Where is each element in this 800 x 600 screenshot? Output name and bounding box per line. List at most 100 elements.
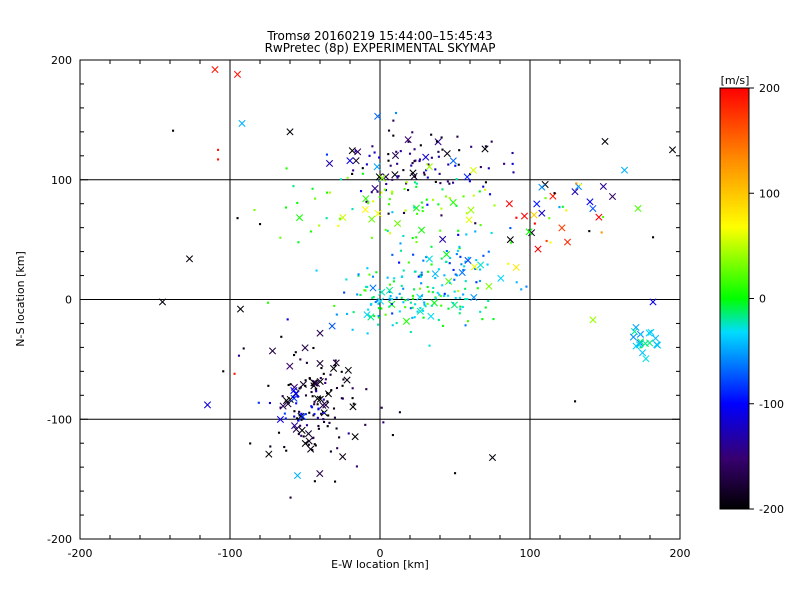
velocity-cross-marker xyxy=(445,277,453,285)
velocity-dot-marker xyxy=(304,394,308,397)
velocity-dot-marker xyxy=(364,423,367,426)
velocity-dot-marker xyxy=(411,236,414,240)
velocity-cross-marker xyxy=(301,439,309,448)
velocity-dot-marker xyxy=(408,152,412,155)
velocity-dot-marker xyxy=(458,247,461,250)
velocity-dot-marker xyxy=(484,188,487,191)
velocity-dot-marker xyxy=(426,302,429,305)
velocity-cross-marker xyxy=(292,425,300,433)
velocity-dot-marker xyxy=(464,280,467,283)
velocity-dot-marker xyxy=(387,153,390,156)
velocity-dot-marker xyxy=(402,169,405,172)
velocity-dot-marker xyxy=(411,306,414,309)
velocity-cross-marker xyxy=(343,376,351,384)
velocity-dot-marker xyxy=(296,201,299,204)
velocity-dot-marker xyxy=(249,442,252,445)
velocity-dot-marker xyxy=(391,253,394,256)
velocity-dot-marker xyxy=(352,169,355,172)
velocity-dot-marker xyxy=(398,310,401,313)
velocity-cross-marker xyxy=(485,282,493,290)
velocity-dot-marker xyxy=(314,197,317,200)
velocity-cross-marker xyxy=(282,397,291,405)
velocity-dot-marker xyxy=(338,436,341,439)
velocity-dot-marker xyxy=(565,209,568,212)
velocity-dot-marker xyxy=(418,287,422,290)
velocity-dot-marker xyxy=(322,411,326,415)
velocity-dot-marker xyxy=(440,136,443,139)
velocity-dot-marker xyxy=(388,198,391,201)
velocity-dot-marker xyxy=(334,359,337,362)
velocity-dot-marker xyxy=(447,163,450,166)
velocity-cross-marker xyxy=(361,206,369,214)
velocity-dot-marker xyxy=(425,169,428,172)
velocity-dot-marker xyxy=(293,353,296,357)
velocity-dot-marker xyxy=(334,364,337,367)
velocity-cross-marker xyxy=(586,198,594,206)
velocity-dot-marker xyxy=(380,191,383,194)
velocity-cross-marker xyxy=(481,145,489,153)
velocity-cross-marker xyxy=(629,333,637,341)
velocity-dot-marker xyxy=(414,159,417,162)
velocity-dot-marker xyxy=(512,171,515,174)
velocity-dot-marker xyxy=(422,316,425,319)
velocity-cross-marker xyxy=(346,157,354,165)
velocity-dot-marker xyxy=(544,197,547,200)
velocity-dot-marker xyxy=(297,433,300,436)
velocity-cross-marker xyxy=(374,112,382,120)
velocity-dot-marker xyxy=(267,301,270,304)
velocity-dot-marker xyxy=(479,268,482,271)
velocity-dot-marker xyxy=(292,185,295,188)
velocity-dot-marker xyxy=(341,384,344,387)
velocity-dot-marker xyxy=(414,270,417,273)
velocity-dot-marker xyxy=(315,390,318,393)
velocity-dot-marker xyxy=(437,150,440,153)
velocity-dot-marker xyxy=(402,211,406,215)
velocity-dot-marker xyxy=(404,299,407,302)
velocity-cross-marker xyxy=(316,378,324,386)
velocity-cross-marker xyxy=(376,297,385,305)
velocity-dot-marker xyxy=(488,193,492,196)
velocity-dot-marker xyxy=(333,304,336,307)
velocity-cross-marker xyxy=(653,341,661,349)
velocity-dot-marker xyxy=(222,370,225,373)
velocity-cross-marker xyxy=(158,298,167,306)
velocity-cross-marker xyxy=(298,426,306,434)
velocity-dot-marker xyxy=(417,275,420,278)
velocity-dot-marker xyxy=(354,150,357,153)
velocity-dot-marker xyxy=(440,207,443,210)
velocity-dot-marker xyxy=(305,361,308,364)
velocity-dot-marker xyxy=(380,307,383,310)
velocity-dot-marker xyxy=(407,140,410,143)
velocity-dot-marker xyxy=(377,323,380,326)
velocity-dot-marker xyxy=(311,395,314,398)
velocity-cross-marker xyxy=(391,151,400,160)
velocity-cross-marker xyxy=(238,119,246,128)
velocity-dot-marker xyxy=(293,415,296,418)
velocity-dot-marker xyxy=(420,271,423,274)
velocity-dot-marker xyxy=(311,437,314,440)
velocity-dot-marker xyxy=(454,164,457,167)
velocity-dot-marker xyxy=(484,306,487,309)
velocity-dot-marker xyxy=(436,291,439,294)
velocity-cross-marker xyxy=(558,224,566,232)
velocity-dot-marker xyxy=(465,212,468,215)
velocity-dot-marker xyxy=(289,496,292,499)
velocity-cross-marker xyxy=(530,211,538,219)
velocity-dot-marker xyxy=(478,279,482,283)
velocity-dot-marker xyxy=(304,379,307,382)
velocity-dot-marker xyxy=(414,303,417,306)
velocity-dot-marker xyxy=(479,224,482,227)
velocity-dot-marker xyxy=(386,229,389,232)
velocity-cross-marker xyxy=(520,212,529,220)
velocity-dot-marker xyxy=(423,173,426,176)
velocity-dot-marker xyxy=(548,217,551,220)
velocity-dot-marker xyxy=(365,285,368,288)
velocity-cross-marker xyxy=(620,166,629,174)
velocity-dot-marker xyxy=(545,239,548,243)
velocity-dot-marker xyxy=(352,402,355,405)
velocity-dot-marker xyxy=(470,145,473,148)
velocity-dot-marker xyxy=(444,195,448,198)
velocity-dot-marker xyxy=(367,202,370,205)
velocity-dot-marker xyxy=(457,163,460,166)
velocity-cross-marker xyxy=(497,274,505,282)
